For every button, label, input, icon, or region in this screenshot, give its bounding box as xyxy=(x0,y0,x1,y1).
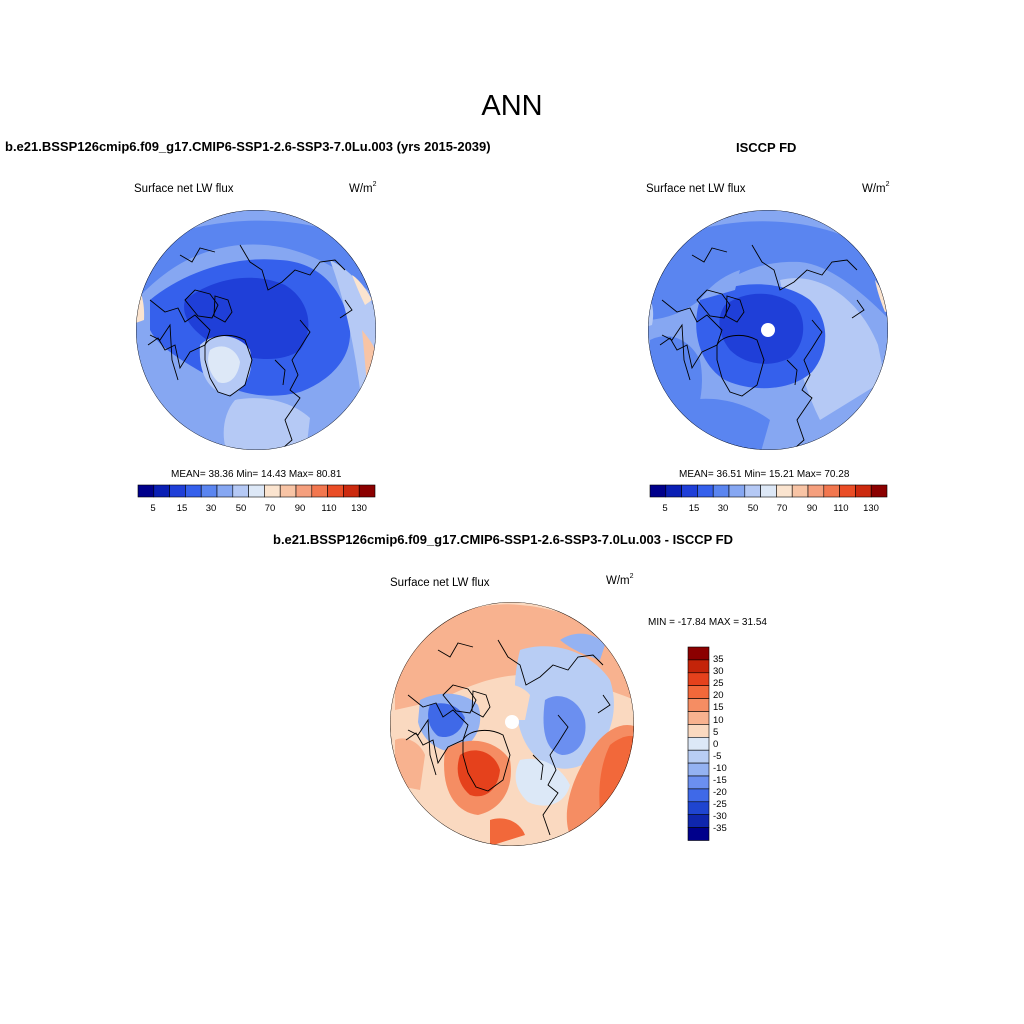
panel1-colorbar xyxy=(137,484,376,498)
colorbar-swatch xyxy=(855,484,872,498)
panel3-colorbar xyxy=(687,646,710,841)
cb2-label: 5 xyxy=(662,503,668,514)
cb1-label: 70 xyxy=(264,503,276,514)
figure-title: ANN xyxy=(481,90,543,122)
colorbar-swatch xyxy=(697,484,714,498)
cb3-label: 35 xyxy=(713,654,724,665)
colorbar-swatch xyxy=(248,484,265,498)
panel3-units: W/m2 xyxy=(606,573,634,587)
cb3-label: -5 xyxy=(713,751,722,762)
colorbar-swatch xyxy=(137,484,155,498)
colorbar-swatch xyxy=(232,484,249,498)
cb3-label: 25 xyxy=(713,678,724,689)
panel2-title: ISCCP FD xyxy=(736,140,797,155)
colorbar-swatch xyxy=(839,484,856,498)
colorbar-swatch xyxy=(216,484,234,498)
cb3-label: -10 xyxy=(713,763,727,774)
colorbar-swatch xyxy=(185,484,202,498)
cb1-label: 50 xyxy=(235,503,247,514)
colorbar-swatch xyxy=(687,724,710,738)
colorbar-swatch xyxy=(649,484,667,498)
panel2-colorbar xyxy=(649,484,888,498)
colorbar-swatch xyxy=(343,484,360,498)
cb3-label: 30 xyxy=(713,666,724,677)
cb1-label: 130 xyxy=(351,503,367,514)
panel3-title: b.e21.BSSP126cmip6.f09_g17.CMIP6-SSP1-2.… xyxy=(273,532,734,547)
panel1-title: b.e21.BSSP126cmip6.f09_g17.CMIP6-SSP1-2.… xyxy=(5,139,491,154)
colorbar-swatch xyxy=(687,736,710,751)
colorbar-swatch xyxy=(823,484,840,498)
panel2-stats: MEAN= 36.51 Min= 15.21 Max= 70.28 xyxy=(679,469,850,480)
cb2-label: 15 xyxy=(688,503,700,514)
colorbar-swatch xyxy=(687,827,710,841)
colorbar-swatch xyxy=(687,685,710,699)
panel3-map xyxy=(390,602,634,846)
panel1-map xyxy=(136,210,376,450)
panel2-variable-label: Surface net LW flux xyxy=(646,183,746,195)
colorbar-swatch xyxy=(712,484,730,498)
colorbar-swatch xyxy=(728,484,746,498)
cb1-label: 110 xyxy=(321,503,337,514)
colorbar-swatch xyxy=(760,484,777,498)
cb3-label: 10 xyxy=(713,715,724,726)
panel2-map xyxy=(648,210,888,450)
colorbar-swatch xyxy=(687,659,710,674)
colorbar-swatch xyxy=(687,762,710,777)
colorbar-swatch xyxy=(687,646,710,661)
panel1-variable-label: Surface net LW flux xyxy=(134,183,234,195)
colorbar-swatch xyxy=(791,484,809,498)
colorbar-swatch xyxy=(687,814,710,828)
cb2-label: 70 xyxy=(776,503,788,514)
cb2-label: 130 xyxy=(863,503,879,514)
cb2-label: 110 xyxy=(833,503,849,514)
colorbar-swatch xyxy=(665,484,682,498)
panel3-variable-label: Surface net LW flux xyxy=(390,577,490,589)
colorbar-swatch xyxy=(687,801,710,815)
cb1-label: 90 xyxy=(294,503,306,514)
cb3-label: -20 xyxy=(713,787,727,798)
colorbar-swatch xyxy=(311,484,328,498)
panel3-stats: MIN = -17.84 MAX = 31.54 xyxy=(648,617,767,628)
colorbar-swatch xyxy=(681,484,698,498)
panel1-units: W/m2 xyxy=(349,181,377,195)
cb2-label: 50 xyxy=(747,503,759,514)
colorbar-swatch xyxy=(687,711,710,725)
cb3-label: 5 xyxy=(713,727,719,738)
colorbar-swatch xyxy=(687,698,710,712)
cb3-label: 15 xyxy=(713,702,724,713)
colorbar-swatch xyxy=(279,484,297,498)
colorbar-swatch xyxy=(687,672,710,686)
colorbar-swatch xyxy=(807,484,825,498)
cb3-label: 0 xyxy=(713,739,719,750)
panel1-stats: MEAN= 38.36 Min= 14.43 Max= 80.81 xyxy=(171,469,342,480)
colorbar-swatch xyxy=(200,484,218,498)
colorbar-swatch xyxy=(870,484,888,498)
cb1-label: 5 xyxy=(150,503,156,514)
cb3-label: 20 xyxy=(713,690,724,701)
cb2-label: 30 xyxy=(717,503,729,514)
cb1-label: 15 xyxy=(176,503,188,514)
colorbar-swatch xyxy=(776,484,793,498)
colorbar-swatch xyxy=(153,484,170,498)
colorbar-swatch xyxy=(327,484,344,498)
cb3-label: -35 xyxy=(713,823,727,834)
colorbar-swatch xyxy=(687,788,710,803)
colorbar-swatch xyxy=(358,484,376,498)
colorbar-swatch xyxy=(169,484,186,498)
colorbar-swatch xyxy=(295,484,313,498)
cb2-label: 90 xyxy=(806,503,818,514)
cb3-label: -15 xyxy=(713,775,727,786)
cb3-label: -25 xyxy=(713,799,727,810)
colorbar-swatch xyxy=(687,749,710,764)
colorbar-swatch xyxy=(687,775,710,790)
panel2-units: W/m2 xyxy=(862,181,890,195)
colorbar-swatch xyxy=(744,484,761,498)
cb1-label: 30 xyxy=(205,503,217,514)
colorbar-swatch xyxy=(264,484,281,498)
cb3-label: -30 xyxy=(713,811,727,822)
